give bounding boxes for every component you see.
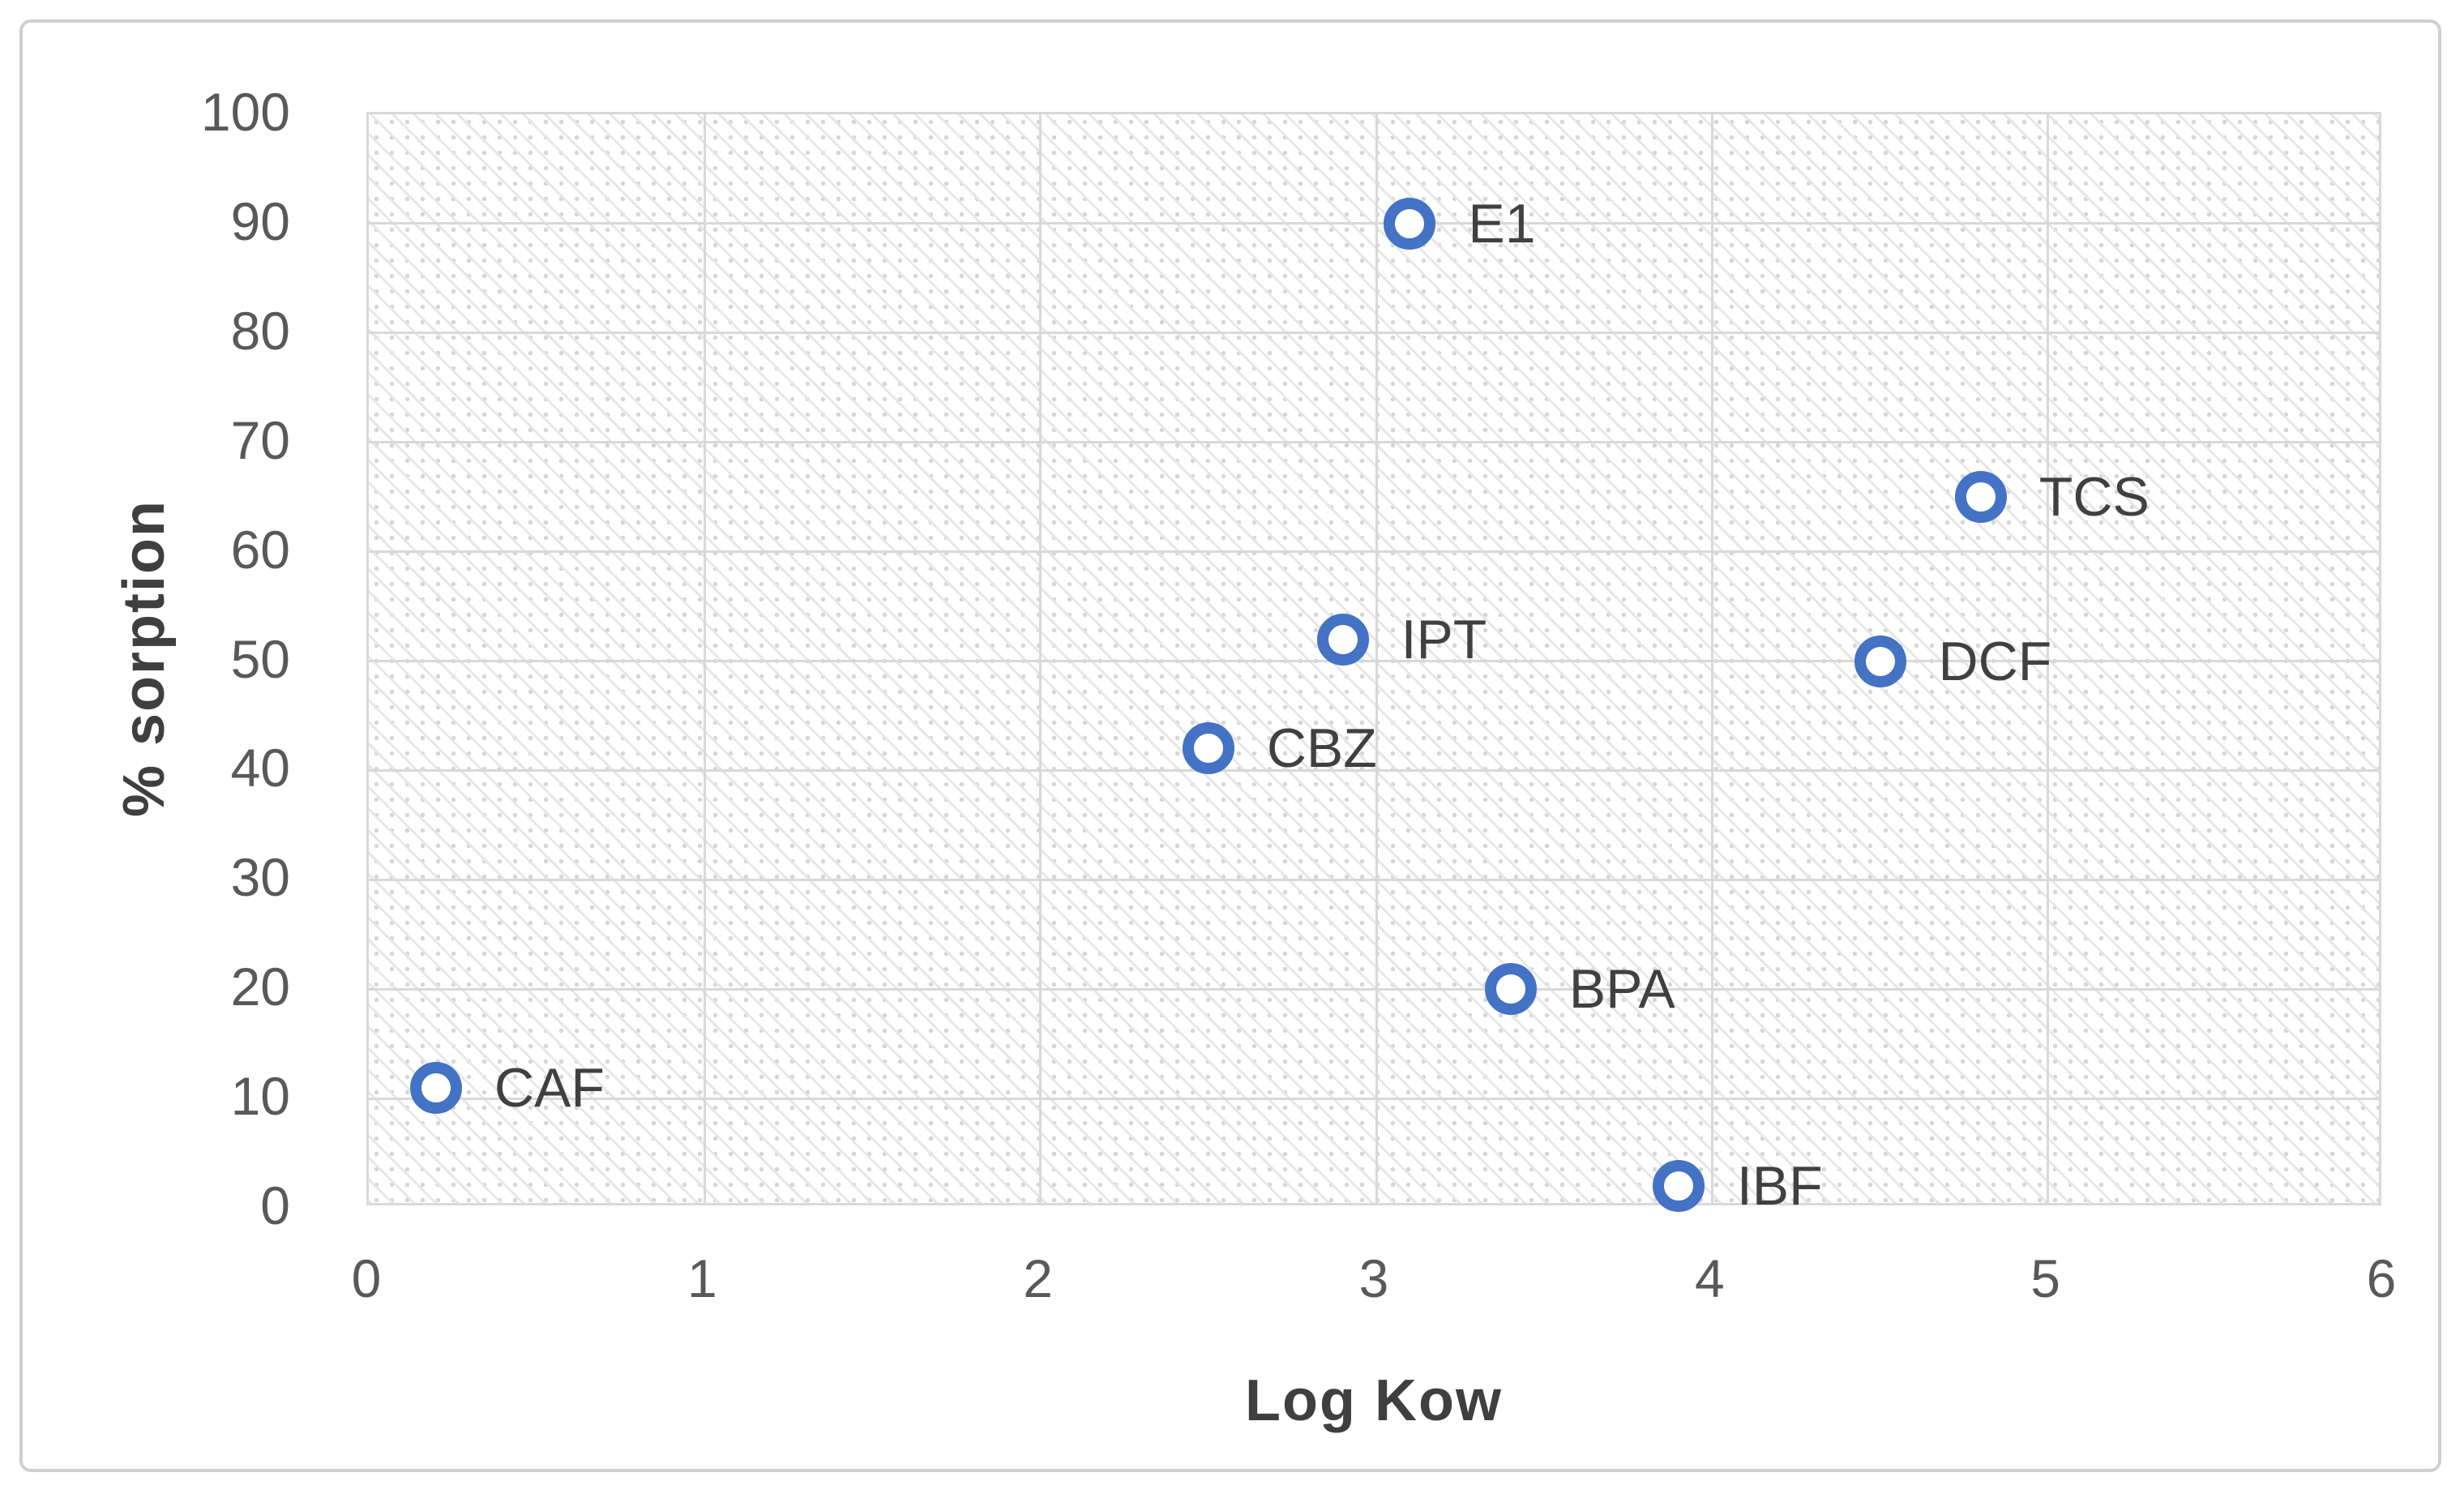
x-tick-label-1: 1: [687, 1248, 717, 1308]
x-tick-label-4: 4: [1694, 1248, 1725, 1308]
h-gridline-10: [369, 1097, 2379, 1100]
h-gridline-30: [369, 878, 2379, 881]
y-tick-label-50: 50: [230, 628, 290, 689]
v-gridline-3: [1375, 114, 1378, 1203]
v-gridline-5: [2047, 114, 2050, 1203]
x-tick-label-2: 2: [1023, 1248, 1054, 1308]
x-tick-label-5: 5: [2030, 1248, 2061, 1308]
axis-labels-layer: 0 10 20 30 40 50 60 70 80 90 100 0 1 2 3 4 5 6: [23, 23, 2438, 1469]
y-axis-title: % sorption: [112, 499, 177, 817]
x-tick-label-6: 6: [2366, 1248, 2397, 1308]
y-tick-label-10: 10: [230, 1066, 290, 1127]
x-axis-title: Log Kow: [1245, 1368, 1503, 1433]
y-tick-label-0: 0: [260, 1175, 290, 1235]
data-point-label-dcf: DCF: [1938, 630, 2052, 692]
y-tick-label-30: 30: [230, 847, 290, 908]
v-gridline-2: [1039, 114, 1042, 1203]
v-gridline-4: [1710, 114, 1713, 1203]
data-point-label-bpa: BPA: [1568, 958, 1675, 1021]
data-point-label-caf: CAF: [494, 1056, 605, 1119]
h-gridline-90: [369, 222, 2379, 225]
data-point-label-e1: E1: [1468, 192, 1536, 255]
x-tick-label-0: 0: [351, 1248, 382, 1308]
v-gridline-1: [703, 114, 706, 1203]
data-point-label-cbz: CBZ: [1266, 717, 1377, 780]
h-gridline-80: [369, 332, 2379, 335]
h-gridline-20: [369, 987, 2379, 991]
y-tick-label-90: 90: [230, 190, 290, 251]
h-gridline-60: [369, 550, 2379, 554]
h-gridline-50: [369, 660, 2379, 662]
y-tick-label-100: 100: [200, 82, 290, 142]
data-point-label-tcs: TCS: [2038, 466, 2150, 529]
y-tick-label-20: 20: [230, 957, 290, 1017]
y-tick-label-40: 40: [230, 738, 290, 798]
y-tick-label-60: 60: [230, 519, 290, 580]
data-point-label-ibf: IBF: [1736, 1155, 1823, 1218]
h-gridline-70: [369, 441, 2379, 444]
y-tick-label-80: 80: [230, 300, 290, 361]
x-tick-label-3: 3: [1358, 1248, 1389, 1308]
h-gridline-40: [369, 768, 2379, 772]
chart-frame: CAF CBZ IPT E1 BPA IBF DCF TCS 0 10 20 30 40 50 60 70 8…: [19, 19, 2441, 1472]
y-tick-label-70: 70: [230, 409, 290, 470]
scatter-plot-area: CAF CBZ IPT E1 BPA IBF DCF TCS: [366, 112, 2381, 1214]
data-point-label-ipt: IPT: [1401, 608, 1487, 670]
